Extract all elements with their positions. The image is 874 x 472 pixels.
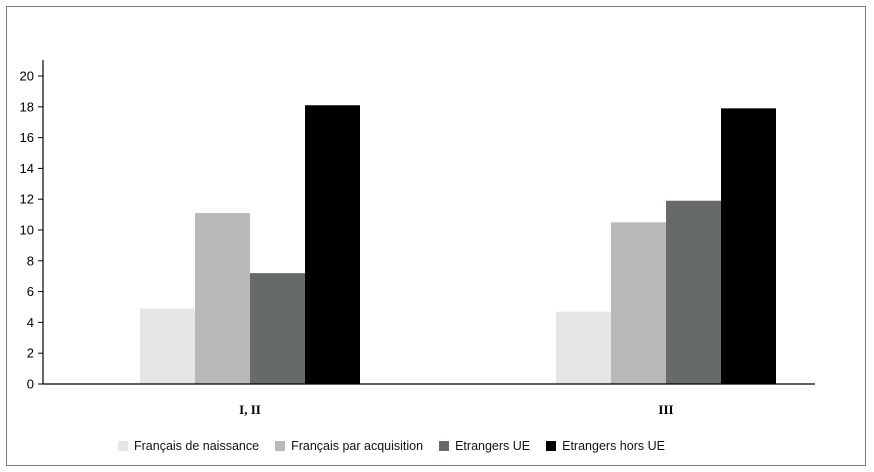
bar (721, 108, 776, 384)
y-tick-label: 16 (20, 130, 34, 145)
bar (666, 200, 721, 384)
bar (556, 311, 611, 384)
x-category-label: I, II (239, 402, 261, 417)
bar (305, 105, 360, 384)
legend-swatch (546, 441, 557, 451)
y-tick-label: 14 (20, 161, 34, 176)
legend-item: Français par acquisition (275, 439, 423, 453)
legend-label: Etrangers hors UE (562, 439, 665, 453)
bar (611, 222, 666, 384)
legend-label: Français par acquisition (291, 439, 424, 453)
x-category-label: III (658, 402, 673, 417)
legend-swatch (275, 441, 286, 451)
x-labels-group: I, II III (239, 402, 673, 417)
legend-swatch (439, 441, 450, 451)
y-tick-label: 6 (27, 284, 34, 299)
legend-swatch (118, 441, 128, 451)
bar (140, 308, 195, 384)
y-tick-label: 2 (27, 346, 34, 361)
chart-frame (6, 6, 866, 466)
y-tick-label: 4 (27, 315, 34, 330)
y-ticks-group: 0 2 4 6 8 10 12 14 16 18 20 (20, 69, 43, 392)
y-tick-label: 8 (27, 253, 34, 268)
y-tick-label: 20 (20, 69, 34, 84)
y-tick-label: 12 (20, 192, 34, 207)
y-tick-label: 18 (20, 99, 34, 114)
y-tick-label: 0 (27, 377, 34, 392)
legend-label: Français de naissance (134, 439, 260, 453)
legend-item: Etrangers hors UE (546, 439, 665, 453)
bars-group (140, 105, 776, 384)
y-tick-label: 10 (20, 223, 34, 238)
legend-item: Français de naissance (118, 439, 259, 453)
legend: Français de naissance Français par acquis… (118, 436, 681, 456)
bar (250, 273, 305, 384)
legend-item: Etrangers UE (439, 439, 530, 453)
bar (195, 213, 250, 384)
legend-label: Etrangers UE (455, 439, 531, 453)
